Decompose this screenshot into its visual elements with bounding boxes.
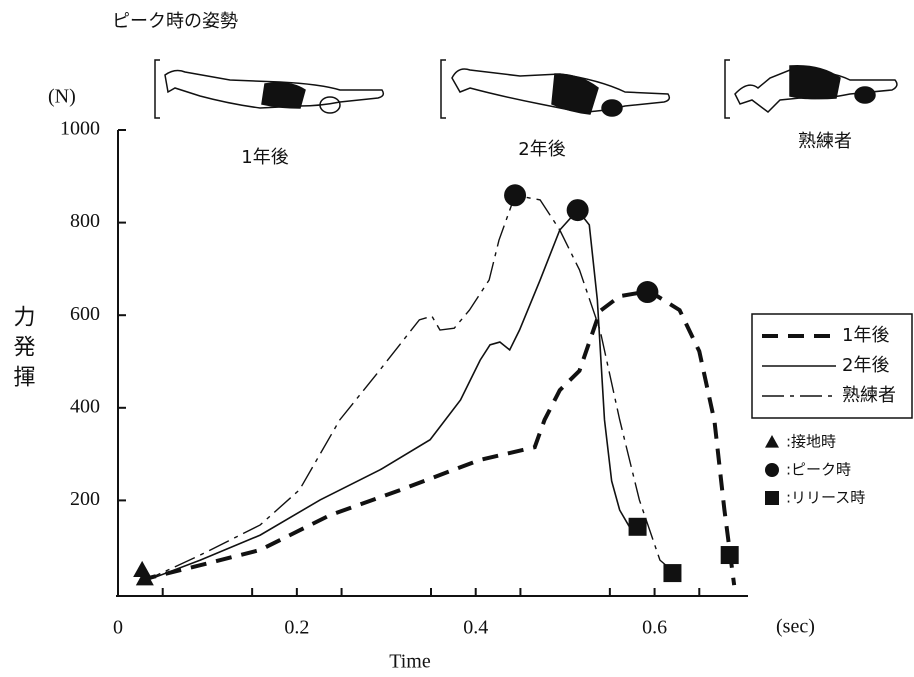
x-label: Time — [389, 651, 431, 673]
marker — [765, 435, 779, 448]
figure-label: 2年後 — [518, 139, 565, 160]
y-tick-label: 400 — [70, 395, 100, 417]
figure-label: 熟練者 — [798, 131, 852, 152]
x-tick-label: 0.2 — [284, 617, 309, 639]
x-tick-label: 0.4 — [463, 617, 488, 639]
legend-label: 1年後 — [842, 325, 889, 346]
y-label: 力発揮 — [10, 305, 36, 395]
series-line — [140, 194, 676, 584]
x-tick-label: 0.6 — [642, 617, 667, 639]
marker — [628, 517, 647, 536]
marker-legend-label: :接地時 — [786, 433, 836, 451]
series-line — [139, 289, 737, 586]
x-unit: (sec) — [776, 616, 815, 638]
marker-legend-label: :リリース時 — [786, 489, 865, 507]
header: ピーク時の姿勢 — [112, 11, 238, 32]
marker-legend-label: :ピーク時 — [786, 461, 851, 479]
y-tick-label: 800 — [70, 210, 100, 232]
marker — [663, 564, 682, 583]
marker — [566, 199, 589, 222]
marker — [636, 281, 659, 304]
x-tick-label: 0 — [113, 617, 123, 639]
legend-label: 熟練者 — [842, 385, 896, 406]
figure-label: 1年後 — [241, 147, 288, 168]
marker — [765, 491, 779, 505]
y-unit: (N) — [48, 86, 76, 108]
legend-label: 2年後 — [842, 355, 889, 376]
marker — [765, 463, 779, 477]
y-tick-label: 600 — [70, 303, 100, 325]
swimmer-figures — [154, 59, 898, 119]
marker — [720, 546, 739, 565]
y-tick-label: 1000 — [60, 118, 100, 140]
marker — [135, 569, 154, 586]
y-tick-label: 200 — [70, 488, 100, 510]
marker — [504, 184, 527, 207]
series-line — [140, 208, 640, 584]
